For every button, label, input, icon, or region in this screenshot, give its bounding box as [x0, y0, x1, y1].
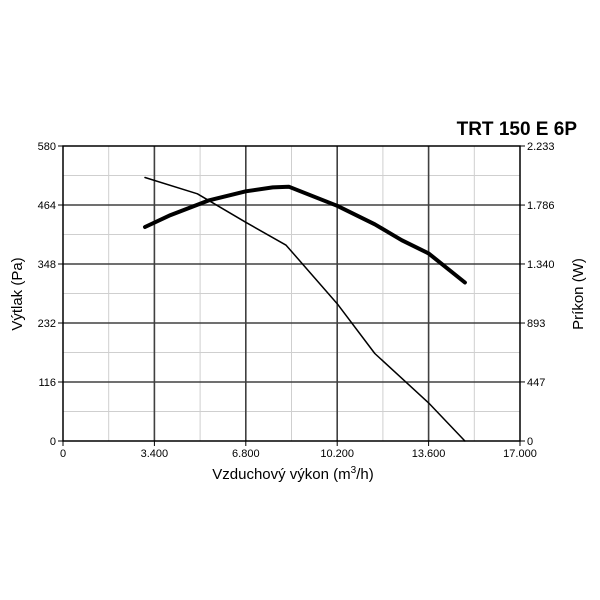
y-left-tick-label: 464	[38, 200, 56, 212]
y-left-tick-label: 116	[38, 377, 56, 389]
x-axis-label-prefix: Vzduchový výkon (m	[212, 466, 350, 483]
y-left-tick-label: 348	[38, 259, 56, 271]
y-right-tick-label: 447	[527, 377, 545, 389]
y-right-tick-label: 0	[527, 436, 533, 448]
x-tick-label: 0	[60, 448, 66, 460]
power-curve-line	[143, 184, 467, 285]
x-axis-label: Vzduchový výkon (m3/h)	[212, 465, 373, 483]
y-left-tick-label: 232	[38, 318, 56, 330]
chart-title: TRT 150 E 6P	[457, 119, 578, 140]
x-tick-label: 6.800	[232, 448, 260, 460]
pressure-curve-line	[144, 176, 466, 442]
y-right-tick-label: 2.233	[527, 141, 555, 153]
y-axis-left-label: Výtlak (Pa)	[9, 257, 26, 330]
x-tick-label: 17.000	[503, 448, 537, 460]
plot-frame	[62, 145, 521, 442]
y-left-tick-label: 0	[50, 436, 56, 448]
major-grid	[63, 146, 520, 441]
x-axis-label-superscript: 3	[351, 465, 357, 476]
x-axis-label-suffix: /h)	[356, 466, 374, 483]
y-axis-right-label: Príkon (W)	[570, 258, 587, 330]
x-tick-label: 10.200	[320, 448, 354, 460]
y-right-tick-label: 1.340	[527, 259, 555, 271]
y-left-tick-label: 580	[38, 141, 56, 153]
axis-ticks: 0 3.400 6.800 10.200 13.600 17.00001162323484…	[38, 141, 555, 460]
x-tick-label: 13.600	[412, 448, 446, 460]
y-right-tick-label: 1.786	[527, 200, 555, 212]
x-tick-label: 3.400	[141, 448, 169, 460]
data-series	[143, 176, 467, 442]
y-right-tick-label: 893	[527, 318, 545, 330]
